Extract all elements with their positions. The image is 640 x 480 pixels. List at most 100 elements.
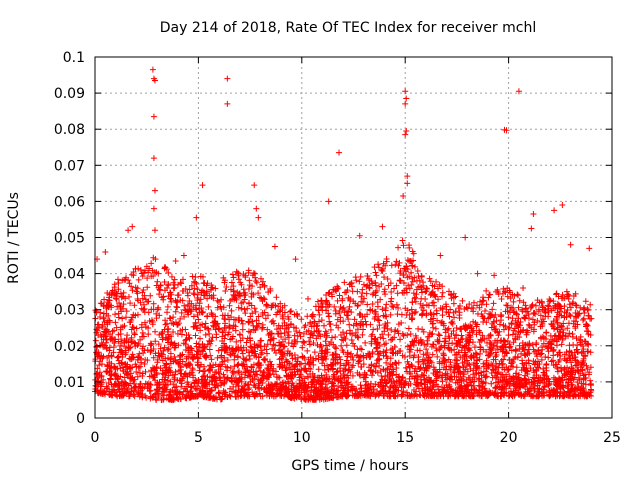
data-point [214,304,221,311]
data-point [111,281,118,288]
data-point [348,350,355,357]
data-point [255,290,262,297]
data-point [194,348,201,355]
data-point [532,302,539,309]
data-point [357,273,364,280]
data-point [125,227,132,234]
data-point [201,323,208,330]
data-point [345,308,352,315]
data-point [150,205,157,212]
data-point [446,313,453,320]
data-point [276,374,283,381]
data-point [205,326,212,333]
data-point [275,374,282,381]
data-point [131,330,138,337]
data-point [156,331,163,338]
data-point [420,307,427,314]
data-point [289,355,296,362]
data-point [134,295,141,302]
data-point [367,321,374,328]
data-point [462,234,469,241]
data-point [531,321,538,328]
data-point [587,301,594,308]
data-point [480,360,487,367]
data-point [297,371,304,378]
data-point [558,341,565,348]
data-point [503,349,510,356]
data-point [123,308,130,315]
data-point [247,369,254,376]
data-point [408,342,415,349]
data-point [578,380,585,387]
data-point [582,298,589,305]
data-point [499,377,506,384]
data-point [456,309,463,316]
data-point [230,383,237,390]
data-point [219,312,226,319]
data-point [145,298,152,305]
data-point [211,323,218,330]
data-point [388,295,395,302]
data-point [142,368,149,375]
data-point [271,347,278,354]
data-point [403,95,410,102]
data-point [462,385,469,392]
data-point [256,294,263,301]
data-point [553,291,560,298]
data-point [332,310,339,317]
data-point [530,211,537,218]
y-tick-label: 0.02 [54,339,85,355]
data-point [124,332,131,339]
data-point [242,310,249,317]
data-point [129,223,136,230]
data-point [354,333,361,340]
data-point [112,295,119,302]
data-point [377,334,384,341]
data-point [267,285,274,292]
data-point [559,332,566,339]
data-point [363,290,370,297]
data-point [301,339,308,346]
data-point [156,291,163,298]
data-point [316,311,323,318]
data-point [420,282,427,289]
data-point [509,315,516,322]
data-point [141,360,148,367]
data-point [273,294,280,301]
data-point [247,343,254,350]
data-point [216,370,223,377]
data-point [577,333,584,340]
data-point [423,310,430,317]
data-point [490,300,497,307]
data-point [104,384,111,391]
data-point [258,337,265,344]
data-point [247,329,254,336]
data-point [154,278,161,285]
data-point [446,375,453,382]
data-point [396,277,403,284]
data-point [479,298,486,305]
data-point [482,380,489,387]
data-point [325,366,332,373]
data-point [448,319,455,326]
data-point [270,317,277,324]
data-point [210,362,217,369]
data-point [199,182,206,189]
data-point [243,357,250,364]
data-point [232,327,239,334]
data-point [483,373,490,380]
data-point [118,359,125,366]
data-point [329,352,336,359]
data-point [478,378,485,385]
data-point [310,339,317,346]
data-point [252,278,259,285]
data-point [119,315,126,322]
data-point [400,242,407,249]
data-point [326,321,333,328]
data-point [108,353,115,360]
data-point [530,328,537,335]
data-point [172,257,179,264]
data-point [580,315,587,322]
data-point [437,392,444,399]
data-point [505,314,512,321]
